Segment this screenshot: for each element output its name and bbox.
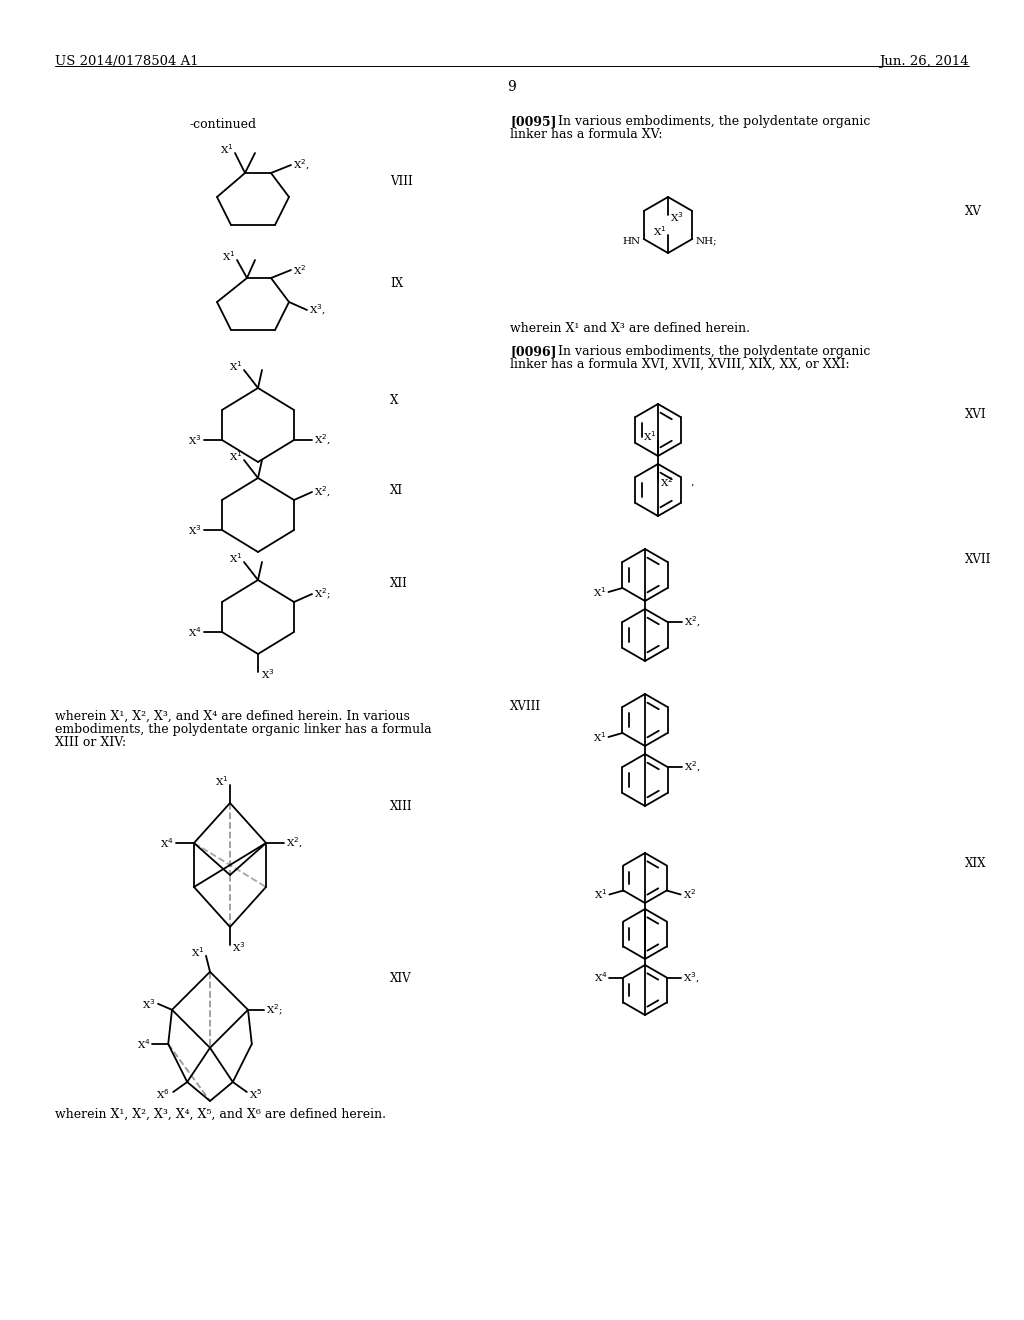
Text: In various embodiments, the polydentate organic: In various embodiments, the polydentate … xyxy=(558,115,870,128)
Text: XV: XV xyxy=(965,205,982,218)
Text: XIV: XIV xyxy=(390,972,412,985)
Text: X$^{1}$: X$^{1}$ xyxy=(214,774,228,788)
Text: X$^{4}$: X$^{4}$ xyxy=(136,1038,151,1051)
Text: -continued: -continued xyxy=(190,117,257,131)
Text: X$^{6}$: X$^{6}$ xyxy=(156,1088,169,1101)
Text: XIX: XIX xyxy=(965,857,986,870)
Text: wherein X¹, X², X³, X⁴, X⁵, and X⁶ are defined herein.: wherein X¹, X², X³, X⁴, X⁵, and X⁶ are d… xyxy=(55,1107,386,1121)
Text: ,: , xyxy=(688,478,694,487)
Text: X$^{3}$: X$^{3}$ xyxy=(188,433,202,447)
Text: X: X xyxy=(390,393,398,407)
Text: X$^{1}$: X$^{1}$ xyxy=(221,249,234,263)
Text: X$^{3}$,: X$^{3}$, xyxy=(683,970,699,985)
Text: HN: HN xyxy=(623,236,641,246)
Text: X$^{1}$: X$^{1}$ xyxy=(219,143,233,156)
Text: embodiments, the polydentate organic linker has a formula: embodiments, the polydentate organic lin… xyxy=(55,723,432,737)
Text: X$^{1}$: X$^{1}$ xyxy=(190,945,204,958)
Text: NH;: NH; xyxy=(695,236,717,246)
Text: XII: XII xyxy=(390,577,408,590)
Text: wherein X¹, X², X³, and X⁴ are defined herein. In various: wherein X¹, X², X³, and X⁴ are defined h… xyxy=(55,710,410,723)
Text: XIII or XIV:: XIII or XIV: xyxy=(55,737,126,748)
Text: XVII: XVII xyxy=(965,553,991,566)
Text: Jun. 26, 2014: Jun. 26, 2014 xyxy=(880,55,969,69)
Text: X$^{3}$,: X$^{3}$, xyxy=(309,302,326,317)
Text: X$^{1}$: X$^{1}$ xyxy=(593,730,606,744)
Text: X$^{4}$: X$^{4}$ xyxy=(161,836,174,850)
Text: X$^{2}$,: X$^{2}$, xyxy=(314,484,331,499)
Text: XVIII: XVIII xyxy=(510,700,541,713)
Text: X$^{2}$: X$^{2}$ xyxy=(293,263,306,277)
Text: linker has a formula XVI, XVII, XVIII, XIX, XX, or XXI:: linker has a formula XVI, XVII, XVIII, X… xyxy=(510,358,850,371)
Text: [0095]: [0095] xyxy=(510,115,556,128)
Text: X$^{3}$: X$^{3}$ xyxy=(670,210,684,224)
Text: In various embodiments, the polydentate organic: In various embodiments, the polydentate … xyxy=(558,345,870,358)
Text: X$^{2}$,: X$^{2}$, xyxy=(683,760,700,775)
Text: X$^{2}$,: X$^{2}$, xyxy=(286,836,303,850)
Text: VIII: VIII xyxy=(390,176,413,187)
Text: X$^{1}$: X$^{1}$ xyxy=(652,224,666,238)
Text: XIII: XIII xyxy=(390,800,413,813)
Text: X$^{5}$: X$^{5}$ xyxy=(249,1088,262,1101)
Text: wherein X¹ and X³ are defined herein.: wherein X¹ and X³ are defined herein. xyxy=(510,322,750,335)
Text: X$^{1}$: X$^{1}$ xyxy=(594,887,607,902)
Text: XI: XI xyxy=(390,484,403,498)
Text: X$^{2}$,: X$^{2}$, xyxy=(293,158,309,172)
Text: XVI: XVI xyxy=(965,408,987,421)
Text: X$^{2}$,: X$^{2}$, xyxy=(683,615,700,630)
Text: X$^{2}$: X$^{2}$ xyxy=(683,887,696,902)
Text: US 2014/0178504 A1: US 2014/0178504 A1 xyxy=(55,55,199,69)
Text: linker has a formula XV:: linker has a formula XV: xyxy=(510,128,663,141)
Text: X$^{3}$: X$^{3}$ xyxy=(232,940,246,954)
Text: X$^{4}$: X$^{4}$ xyxy=(188,626,202,639)
Text: X$^{1}$: X$^{1}$ xyxy=(593,585,606,599)
Text: X$^{1}$: X$^{1}$ xyxy=(228,449,242,463)
Text: X$^{4}$: X$^{4}$ xyxy=(594,970,607,985)
Text: [0096]: [0096] xyxy=(510,345,556,358)
Text: X$^{2}$;: X$^{2}$; xyxy=(314,586,331,602)
Text: X$^{2}$;: X$^{2}$; xyxy=(266,1002,283,1018)
Text: X$^{1}$: X$^{1}$ xyxy=(228,552,242,565)
Text: IX: IX xyxy=(390,277,403,290)
Text: X$^{3}$: X$^{3}$ xyxy=(188,523,202,537)
Text: X$^{3}$: X$^{3}$ xyxy=(142,997,156,1011)
Text: X$^{2}$: X$^{2}$ xyxy=(660,475,674,488)
Text: X$^{3}$: X$^{3}$ xyxy=(261,667,274,681)
Text: X$^{1}$: X$^{1}$ xyxy=(642,429,656,444)
Text: X$^{2}$,: X$^{2}$, xyxy=(314,433,331,447)
Text: 9: 9 xyxy=(508,81,516,94)
Text: X$^{1}$: X$^{1}$ xyxy=(228,359,242,372)
